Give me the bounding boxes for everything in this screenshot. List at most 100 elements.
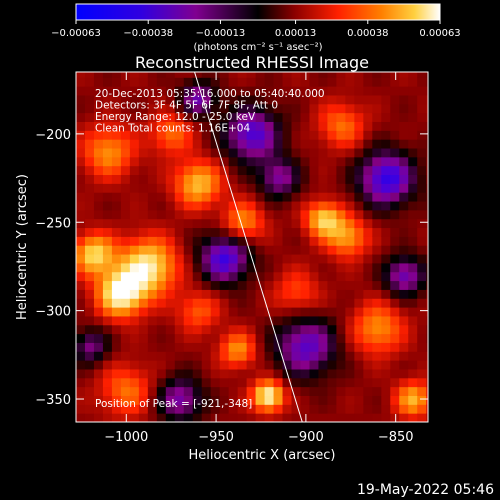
heatmap-cell <box>246 360 257 370</box>
heatmap-cell <box>372 377 382 388</box>
heatmap-cell <box>255 351 266 361</box>
heatmap-cell <box>345 86 355 96</box>
heatmap-cell <box>156 413 167 422</box>
heatmap-cell <box>156 192 167 202</box>
heatmap-cell <box>282 174 293 184</box>
heatmap-cell <box>390 342 400 352</box>
heatmap-cell <box>318 368 328 379</box>
heatmap-cell <box>408 254 418 264</box>
heatmap-cell <box>273 289 284 299</box>
colorbar-unit-label: (photons cm⁻² s⁻¹ asec⁻²) <box>193 42 322 53</box>
heatmap-cell <box>219 333 230 343</box>
heatmap-cell <box>255 333 266 343</box>
heatmap-cell <box>165 174 176 184</box>
heatmap-cell <box>228 342 239 352</box>
heatmap-cell <box>390 72 400 78</box>
heatmap-cell <box>210 218 221 229</box>
heatmap-cell <box>93 404 104 414</box>
heatmap-cell <box>255 103 266 114</box>
heatmap-cell <box>264 245 275 255</box>
heatmap-cell <box>363 183 373 193</box>
heatmap-cell <box>255 218 266 229</box>
heatmap-cell <box>201 86 212 96</box>
plot-frame <box>75 71 429 423</box>
heatmap-cell <box>76 103 86 114</box>
heatmap-cell <box>291 174 301 184</box>
heatmap-cell <box>165 192 176 202</box>
colorbar-tick-label: −0.00013 <box>196 28 246 39</box>
heatmap-cell <box>111 183 122 193</box>
heatmap-cell <box>120 121 131 131</box>
heatmap-cell <box>336 174 346 184</box>
heatmap-cell <box>291 183 301 193</box>
heatmap-cell <box>219 156 230 167</box>
heatmap-cell <box>84 165 95 176</box>
heatmap-cell <box>363 148 373 158</box>
peak-position-label: Position of Peak = [-921,-348] <box>95 398 252 410</box>
heatmap-cell <box>84 342 95 352</box>
heatmap-cell <box>318 413 328 422</box>
heatmap-cell <box>246 209 257 220</box>
heatmap-cell <box>408 236 418 246</box>
heatmap-cell <box>273 130 284 140</box>
heatmap-cell <box>354 377 364 388</box>
heatmap-cell <box>318 148 328 158</box>
heatmap-cell <box>336 333 346 343</box>
heatmap-cell <box>399 121 409 131</box>
heatmap-cell <box>210 333 221 343</box>
heatmap-cell <box>228 413 239 422</box>
heatmap-cell <box>219 395 230 405</box>
heatmap-cell <box>228 315 239 326</box>
heatmap-cell <box>327 245 337 255</box>
colorbar-tick-label: 0.00013 <box>275 28 316 39</box>
heatmap-cell <box>102 77 113 87</box>
heatmap-cell <box>246 307 257 317</box>
heatmap-cell <box>138 121 149 131</box>
heatmap-cell <box>318 183 328 193</box>
heatmap-cell <box>309 139 319 149</box>
heatmap-cell <box>201 112 212 122</box>
heatmap-cell <box>408 271 418 282</box>
heatmap-cell <box>165 342 176 352</box>
heatmap-cell <box>318 209 328 220</box>
heatmap-cell <box>84 395 95 405</box>
heatmap-cell <box>93 183 104 193</box>
heatmap-cell <box>111 174 122 184</box>
heatmap-cell <box>417 112 427 122</box>
heatmap-cell <box>264 315 275 326</box>
heatmap-cell <box>192 333 203 343</box>
heatmap-cell <box>417 192 427 202</box>
heatmap-cell <box>156 262 167 273</box>
heatmap-cell <box>183 262 194 273</box>
heatmap-cell <box>219 315 230 326</box>
heatmap-cell <box>291 342 301 352</box>
heatmap-cell <box>345 209 355 220</box>
heatmap-cell <box>363 377 373 388</box>
heatmap-cell <box>174 262 185 273</box>
heatmap-cell <box>363 72 373 78</box>
heatmap-cell <box>210 360 221 370</box>
heatmap-cell <box>174 360 185 370</box>
heatmap-cell <box>381 94 391 105</box>
heatmap-cell <box>291 395 301 405</box>
heatmap-cell <box>84 86 95 96</box>
heatmap-cell <box>120 139 131 149</box>
heatmap-cell <box>309 86 319 96</box>
heatmap-cell <box>201 360 212 370</box>
heatmap-cell <box>417 245 427 255</box>
heatmap-cell <box>111 77 122 87</box>
heatmap-cell <box>327 112 337 122</box>
heatmap-cell <box>120 236 131 246</box>
heatmap-cell <box>318 298 328 308</box>
heatmap-cell <box>282 404 293 414</box>
heatmap-cell <box>147 192 158 202</box>
heatmap-cell <box>390 368 400 379</box>
heatmap-cell <box>273 192 284 202</box>
heatmap-cell <box>147 395 158 405</box>
heatmap-cell <box>264 351 275 361</box>
heatmap-cell <box>228 209 239 220</box>
heatmap-cell <box>201 139 212 149</box>
heatmap-cell <box>183 245 194 255</box>
info-line: Clean Total counts: 1.16E+04 <box>95 123 250 135</box>
x-tick-label: −850 <box>378 430 414 445</box>
